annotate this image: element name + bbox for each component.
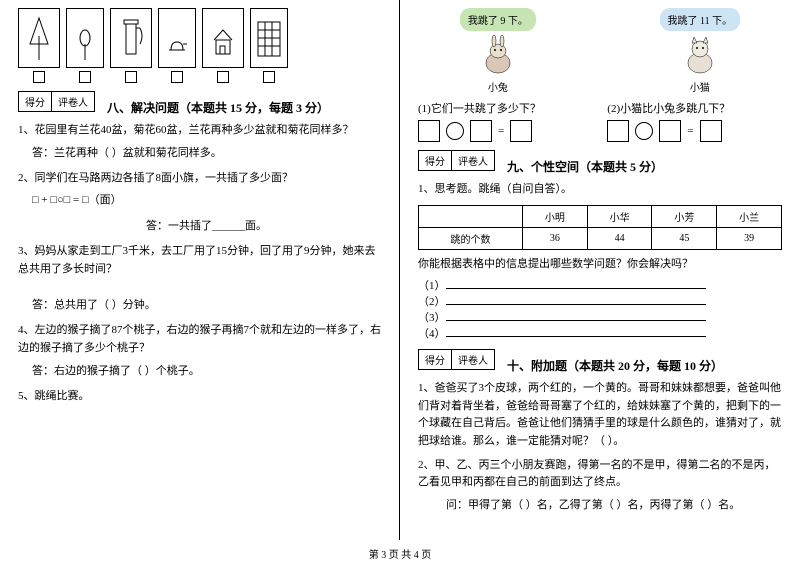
score-box-9: 得分 评卷人 <box>418 150 495 171</box>
rabbit-bubble: 我跳了 9 下。 <box>460 8 536 31</box>
cat-label: 小猫 <box>690 79 710 94</box>
q9-line-2: （2） <box>418 293 782 309</box>
score-label: 得分 <box>19 92 52 111</box>
q8-4-ans: 答：右边的猴子摘了（ ）个桃子。 <box>32 362 381 378</box>
subq-2: (2)小猫比小兔多跳几下？ <box>607 100 782 116</box>
cat-icon <box>678 33 722 77</box>
section-10-title: 十、附加题（本题共 20 分，每题 10 分） <box>507 357 723 374</box>
q8-2-eq: □ + □○□ = □（面） <box>32 191 381 207</box>
q10-2: 2、甲、乙、丙三个小朋友赛跑，得第一名的不是甲，得第二名的不是丙，乙看见甲和丙都… <box>418 457 782 492</box>
q8-2: 2、同学们在马路两边各插了8面小旗，一共插了多少面？ <box>18 170 381 188</box>
q9-line-3: （3） <box>418 309 782 325</box>
grader-label: 评卷人 <box>52 92 94 111</box>
q8-2-ans: 答：一共插了______面。 <box>32 217 381 233</box>
q10-2-ask: 问：甲得了第（ ）名，乙得了第（ ）名，丙得了第（ ）名。 <box>446 496 782 512</box>
q9-prompt: 你能根据表格中的信息提出哪些数学问题？你会解决吗？ <box>418 256 782 274</box>
q8-1: 1、花园里有兰花40盆，菊花60盆，兰花再种多少盆就和菊花同样多？ <box>18 122 381 140</box>
character-row: 我跳了 9 下。 小兔 我跳了 11 下。 小猫 <box>418 8 782 94</box>
comparison-images <box>18 8 381 83</box>
score-box-8: 得分 评卷人 <box>18 91 95 112</box>
q10-1: 1、爸爸买了3个皮球，两个红的，一个黄的。哥哥和妹妹都想要，爸爸叫他们背对着背坐… <box>418 380 782 450</box>
eq-row-1: = <box>418 120 593 142</box>
cat-bubble: 我跳了 11 下。 <box>660 8 741 31</box>
q8-3: 3、妈妈从家走到工厂3千米，去工厂用了15分钟，回了用了9分钟，她来去总共用了多… <box>18 243 381 278</box>
subq-1: (1)它们一共跳了多少下？ <box>418 100 593 116</box>
q8-1-ans: 答：兰花再种（ ）盆就和菊花同样多。 <box>32 144 381 160</box>
q8-4: 4、左边的猴子摘了87个桃子，右边的猴子再摘7个就和左边的一样多了，右边的猴子摘… <box>18 322 381 357</box>
page-footer: 第 3 页 共 4 页 <box>0 546 800 561</box>
q9-line-4: （4） <box>418 325 782 341</box>
section-9-title: 九、个性空间（本题共 5 分） <box>507 158 663 175</box>
q9-1: 1、思考题。跳绳（自问自答）。 <box>418 181 782 199</box>
rabbit-label: 小兔 <box>488 79 508 94</box>
jump-table: 小明 小华 小芳 小兰 跳的个数 36 44 45 39 <box>418 205 782 250</box>
rabbit-icon <box>476 33 520 77</box>
score-box-10: 得分 评卷人 <box>418 349 495 370</box>
q8-3-ans: 答：总共用了（ ）分钟。 <box>32 296 381 312</box>
q9-line-1: （1） <box>418 277 782 293</box>
eq-row-2: = <box>607 120 782 142</box>
section-8-title: 八、解决问题（本题共 15 分，每题 3 分） <box>107 99 329 116</box>
q8-5: 5、跳绳比赛。 <box>18 388 381 406</box>
